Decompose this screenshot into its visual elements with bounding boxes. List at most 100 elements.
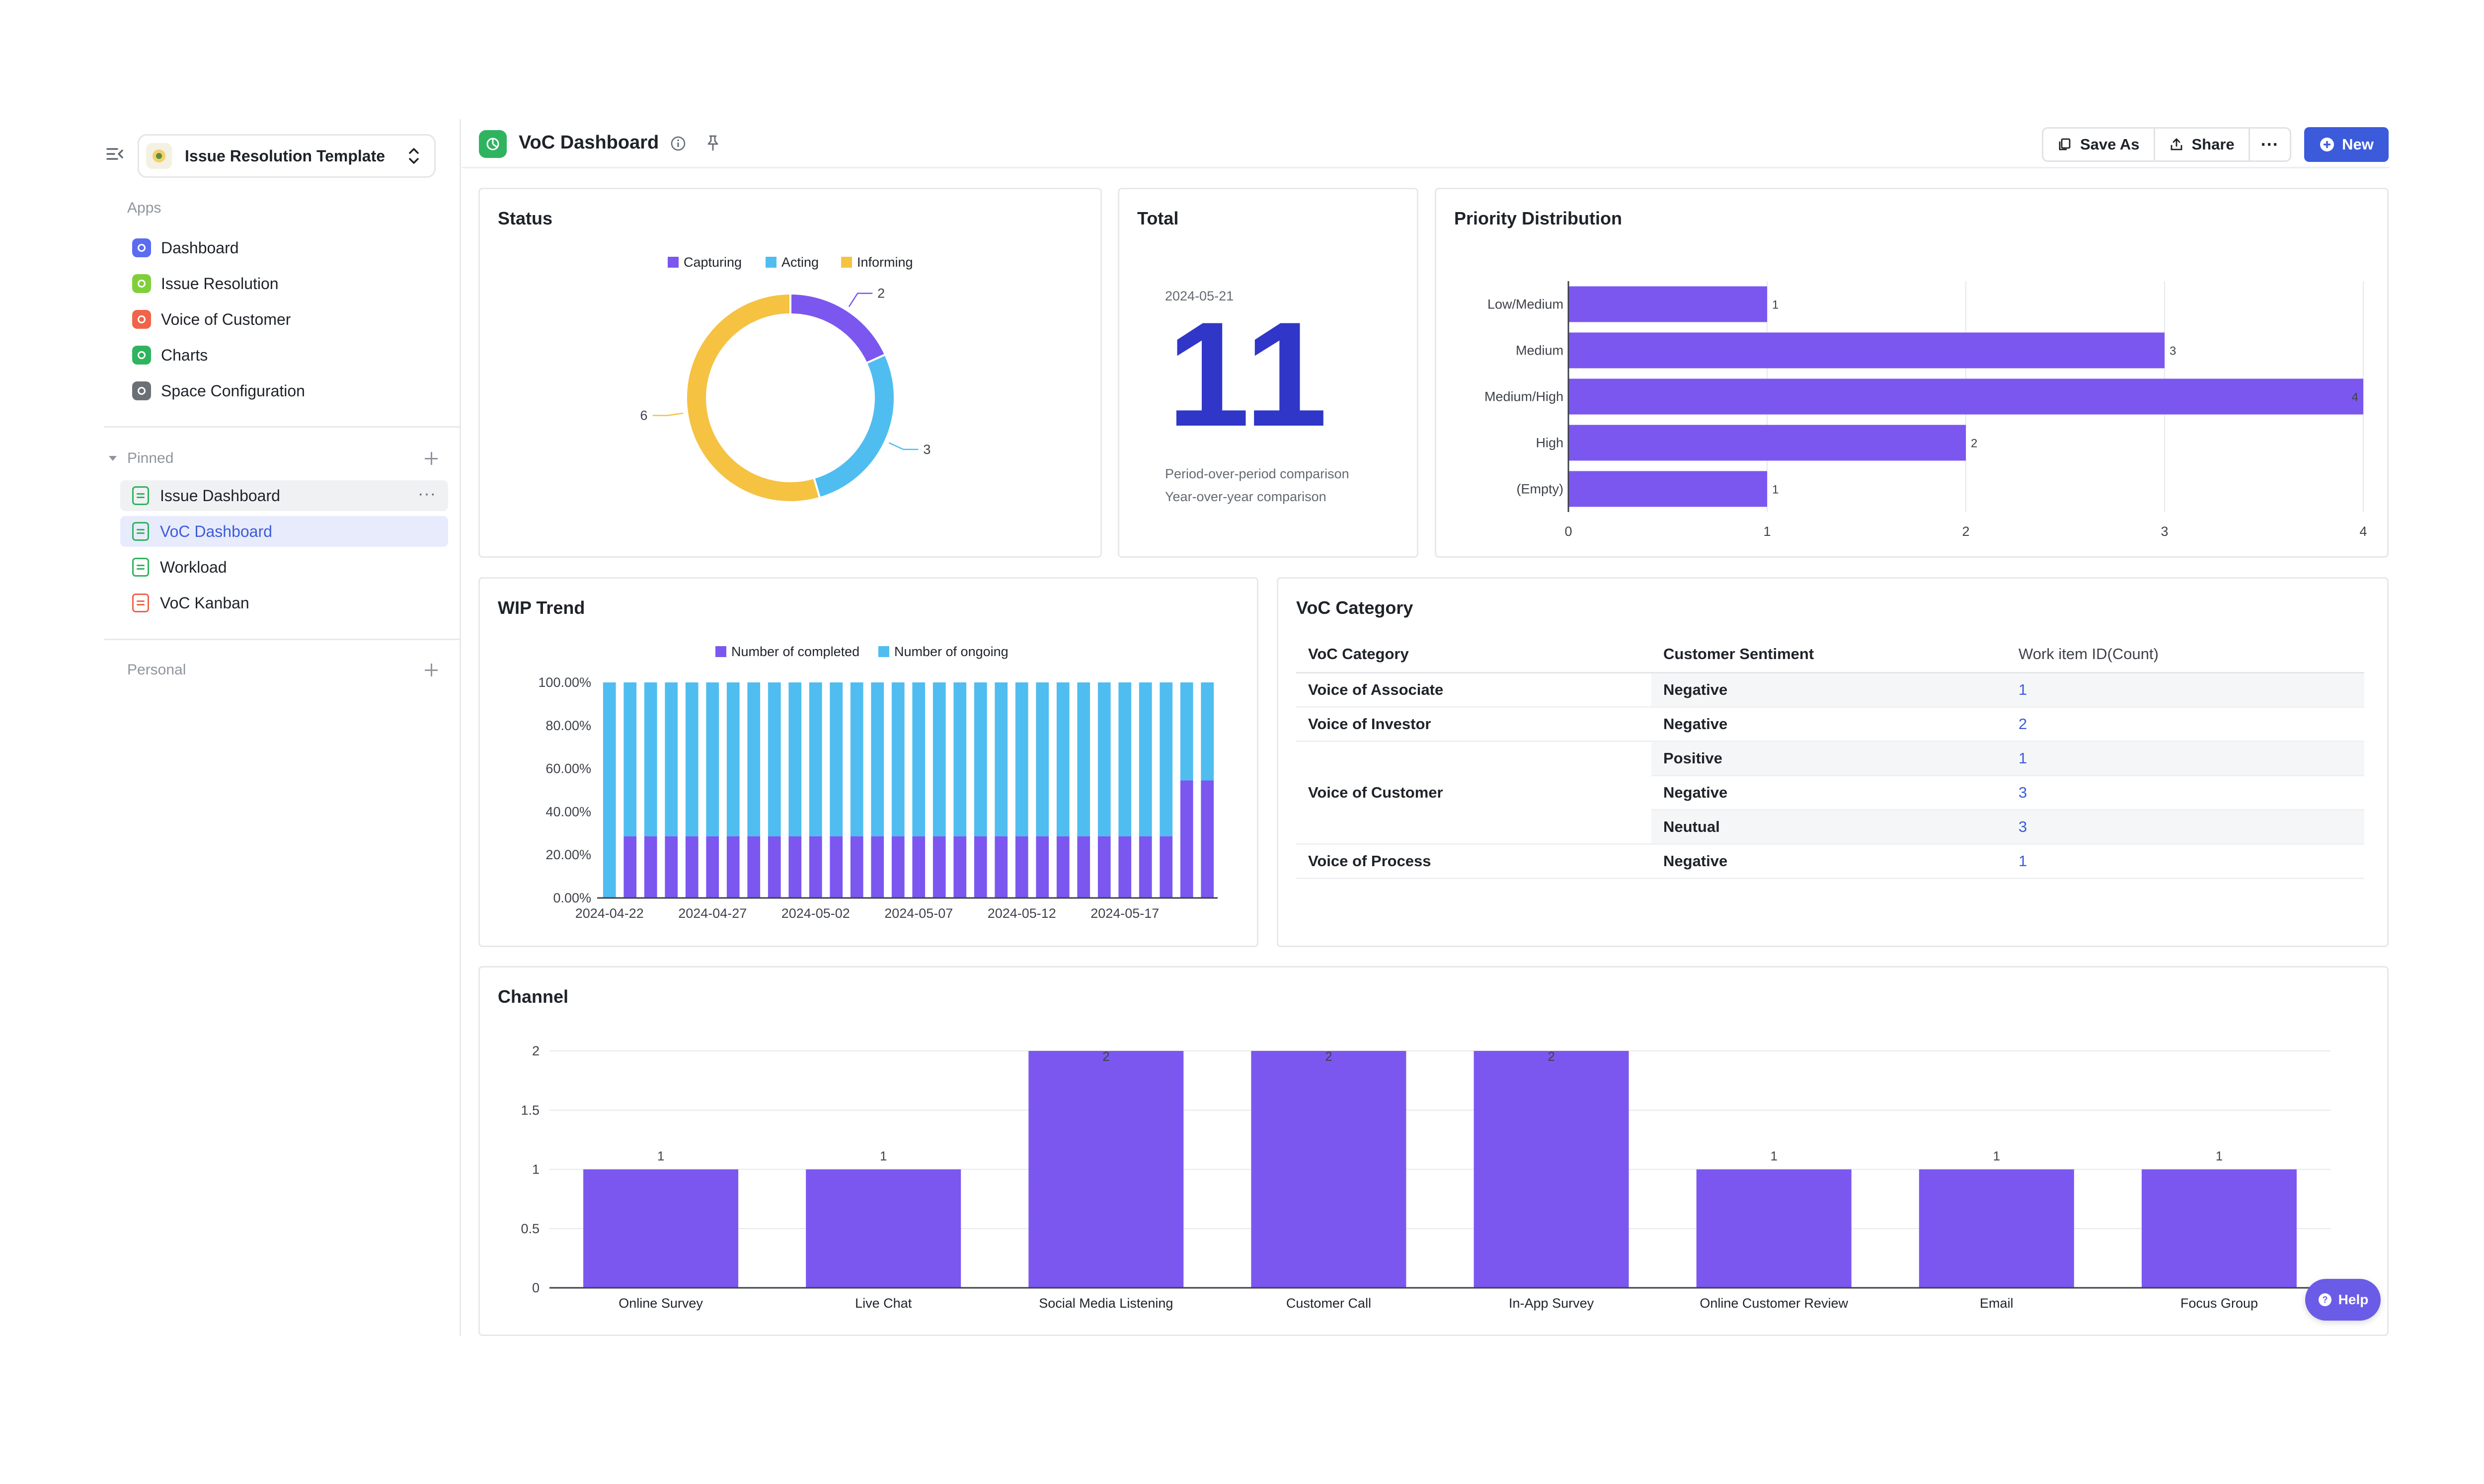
bar-completed: [953, 836, 967, 898]
bar-ongoing: [1097, 682, 1111, 836]
page-icon: [132, 522, 149, 541]
add-personal-icon[interactable]: [425, 664, 438, 676]
bar-ongoing: [953, 682, 967, 836]
dashboard-icon: [479, 130, 507, 158]
table-row: Voice of Process Negative 1: [1296, 844, 2364, 879]
sentiment-cell: Negative: [1651, 707, 2007, 742]
bar-ongoing: [706, 682, 719, 836]
pin-icon[interactable]: [704, 134, 721, 152]
bar-completed: [685, 836, 699, 898]
page-icon: [132, 594, 149, 612]
channel-card: Channel 0 0.5 1 1.5 2 1 Online Survey 1 Live Cha…: [478, 966, 2389, 1336]
add-pinned-icon[interactable]: [425, 452, 438, 465]
sidebar-item-issue-resolution[interactable]: Issue Resolution: [120, 268, 448, 299]
count-cell[interactable]: 1: [2007, 844, 2364, 879]
more-options-icon[interactable]: ···: [2260, 134, 2279, 154]
bar-ongoing: [685, 682, 699, 836]
collapse-sidebar-icon[interactable]: [105, 144, 125, 164]
bar: [1568, 378, 2363, 415]
wip-trend-chart[interactable]: Number of completed Number of ongoing 0.00…: [480, 579, 1260, 949]
table-row: Voice of Associate Negative 1: [1296, 672, 2364, 708]
sidebar-item-charts[interactable]: Charts: [120, 340, 448, 371]
sidebar-item-label: VoC Kanban: [160, 594, 249, 612]
issue-resolution-app-icon: [132, 274, 151, 293]
channel-bar-chart[interactable]: 0 0.5 1 1.5 2 1 Online Survey 1 Live Chat 2 Social…: [480, 967, 2390, 1337]
bar-value-label: 2: [1971, 437, 1977, 450]
column-header[interactable]: Customer Sentiment: [1651, 636, 2007, 673]
new-button[interactable]: New: [2304, 127, 2389, 162]
bar-ongoing: [1077, 682, 1090, 836]
bar: [2141, 1169, 2297, 1288]
slice-value-label: 6: [640, 408, 648, 423]
sidebar-item-label: Issue Resolution: [161, 274, 279, 293]
bar-value-label: 1: [657, 1149, 664, 1164]
count-cell[interactable]: 3: [2007, 810, 2364, 845]
bar-completed: [1180, 780, 1193, 898]
info-icon[interactable]: [670, 135, 687, 152]
sidebar-item-space-configuration[interactable]: Space Configuration: [120, 375, 448, 406]
sidebar-item-workload[interactable]: Workload: [120, 552, 448, 583]
count-cell[interactable]: 1: [2007, 741, 2364, 776]
table-header-row: VoC Category Customer Sentiment Work ite…: [1296, 636, 2364, 673]
bar-ongoing: [871, 682, 884, 836]
slice-value-label: 3: [923, 442, 931, 457]
column-header[interactable]: Work item ID(Count): [2007, 636, 2364, 673]
bar-value-label: 1: [880, 1149, 887, 1164]
x-tick-label: 2024-05-07: [884, 906, 953, 921]
bar-completed: [809, 836, 822, 898]
bar-completed: [974, 836, 987, 898]
bar-ongoing: [1056, 682, 1070, 836]
y-tick-label: 1.5: [521, 1103, 540, 1117]
bar-ongoing: [1139, 682, 1152, 836]
x-tick-label: 2024-05-12: [988, 906, 1056, 921]
y-tick-label: 0.00%: [553, 890, 591, 905]
share-button[interactable]: Share: [2155, 129, 2249, 160]
bar-completed: [830, 836, 843, 898]
status-donut-chart[interactable]: Capturing Acting Informing 2 3 6: [480, 189, 1103, 559]
bar-completed: [623, 836, 637, 898]
bar-completed: [788, 836, 802, 898]
dashboard-app-icon: [132, 238, 151, 257]
x-tick-label: Customer Call: [1286, 1296, 1371, 1311]
sidebar-item-issue-dashboard[interactable]: Issue Dashboard ···: [120, 480, 448, 511]
help-button[interactable]: ? Help: [2305, 1279, 2381, 1321]
y-tick-label: 60.00%: [545, 761, 591, 776]
bar-completed: [644, 836, 657, 898]
y-tick-label: Low/Medium: [1487, 297, 1563, 312]
bar-value-label: 2: [1102, 1049, 1109, 1064]
count-cell[interactable]: 1: [2007, 672, 2364, 708]
bar-completed: [891, 836, 905, 898]
bar-ongoing: [1160, 682, 1173, 836]
chevron-updown-icon: [409, 148, 419, 164]
caret-down-icon[interactable]: [107, 453, 118, 464]
sidebar-item-voc-dashboard[interactable]: VoC Dashboard: [120, 516, 448, 547]
x-tick-label: 2024-04-27: [678, 906, 747, 921]
more-options-icon[interactable]: ···: [418, 484, 436, 503]
bar-value-label: 1: [1770, 1149, 1777, 1164]
count-cell[interactable]: 2: [2007, 707, 2364, 742]
y-tick-label: (Empty): [1517, 482, 1564, 497]
bar-value-label: 4: [2352, 391, 2358, 404]
category-cell: Voice of Process: [1296, 844, 1651, 879]
sidebar-item-voice-of-customer[interactable]: Voice of Customer: [120, 304, 448, 335]
bar-ongoing: [747, 682, 761, 836]
bar-completed: [747, 836, 761, 898]
column-header[interactable]: VoC Category: [1296, 636, 1651, 673]
sidebar-item-dashboard[interactable]: Dashboard: [120, 232, 448, 263]
priority-bar-chart[interactable]: 0 1 2 3 4 Low/Medium 1 Medium 3 Medium/High 4 High 2…: [1436, 189, 2390, 559]
space-selector[interactable]: Issue Resolution Template: [138, 134, 436, 178]
count-cell[interactable]: 3: [2007, 775, 2364, 811]
bar-completed: [1015, 836, 1028, 898]
bar-ongoing: [768, 682, 781, 836]
y-tick-label: 80.00%: [545, 718, 591, 733]
sidebar-item-voc-kanban[interactable]: VoC Kanban: [120, 588, 448, 618]
y-tick-label: 0: [532, 1280, 540, 1295]
copy-icon: [2059, 138, 2071, 150]
bar-completed: [665, 836, 678, 898]
bar-ongoing: [1036, 682, 1049, 836]
save-as-button[interactable]: Save As: [2043, 129, 2154, 160]
voc-category-card: VoC Category VoC Category Customer Senti…: [1277, 577, 2389, 947]
bar-ongoing: [809, 682, 822, 836]
card-title: Priority Distribution: [1454, 208, 1623, 228]
legend-swatch: [841, 257, 852, 268]
